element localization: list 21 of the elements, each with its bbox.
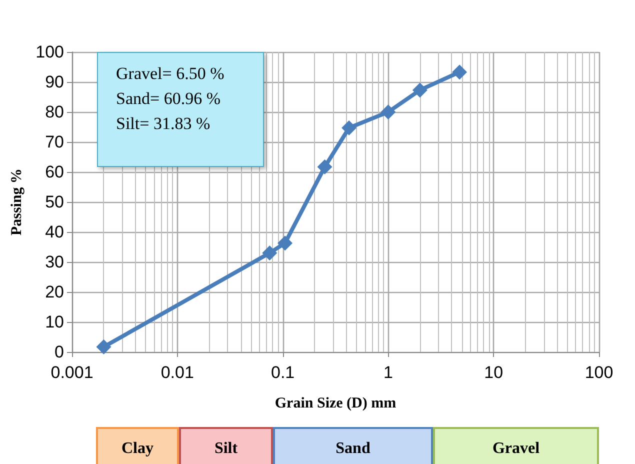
y-tick-label: 100 <box>36 42 64 62</box>
x-tick-label: 1 <box>383 363 393 382</box>
y-tick-label: 10 <box>45 312 64 332</box>
x-tick-label: 100 <box>584 363 614 382</box>
y-tick-label: 30 <box>45 252 64 272</box>
size-class-strip: Clay Silt Sand Gravel <box>96 427 599 464</box>
x-tick-label: 0.1 <box>270 363 295 382</box>
y-tick-label: 90 <box>45 72 64 92</box>
x-axis-title: Grain Size (D) mm <box>274 396 397 412</box>
y-tick-label: 0 <box>54 342 64 362</box>
y-tick-label: 40 <box>45 222 64 242</box>
note-box: Gravel= 6.50 % Sand= 60.96 % Silt= 31.83 % <box>97 52 264 167</box>
y-tick-label: 20 <box>45 282 64 302</box>
x-tick-label: 0.01 <box>160 363 194 382</box>
y-axis-title: Passing % <box>9 168 26 236</box>
y-tick-label: 80 <box>45 102 64 122</box>
x-tick-label: 0.001 <box>50 363 94 382</box>
y-tick-label: 50 <box>45 192 64 212</box>
y-tick-label: 70 <box>45 132 64 152</box>
x-tick-label: 10 <box>484 363 504 382</box>
y-tick-label: 60 <box>45 162 64 182</box>
